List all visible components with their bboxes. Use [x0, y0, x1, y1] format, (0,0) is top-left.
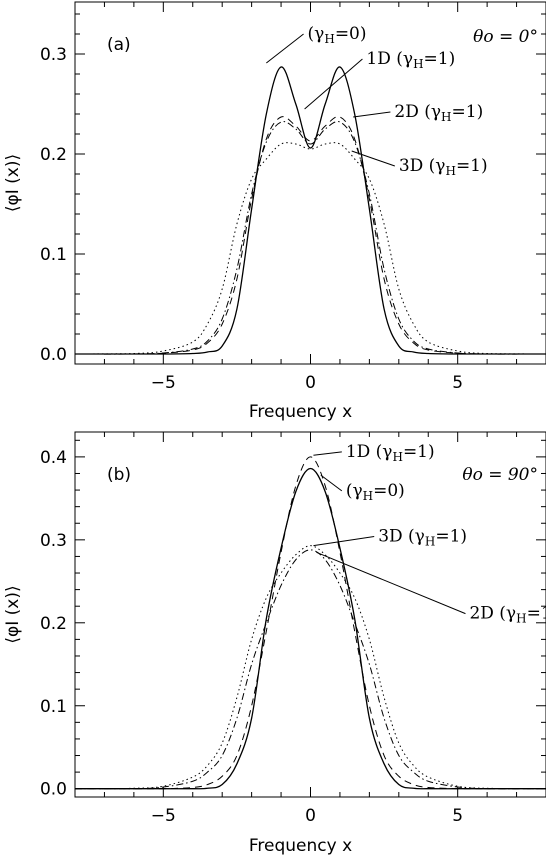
series-line-solid	[75, 467, 546, 790]
panel-a: −5 0 5 0.0 0.1 0.2 0.3 Frequency x ⟨φI (x)⟩ (a) θo…	[3, 1, 546, 422]
x-tick-label: −5	[151, 806, 176, 826]
y-tick-label: 0.2	[40, 614, 67, 634]
y-tick-label: 0.3	[40, 531, 67, 551]
annotation-label: (γH=0)	[308, 24, 367, 46]
annotation-leader-line	[320, 474, 343, 492]
annotation-leader-line	[316, 551, 466, 615]
x-tick-label: 5	[452, 806, 463, 826]
panel-label: (b)	[107, 465, 131, 485]
x-tick-label: 0	[305, 806, 316, 826]
angle-label: θo = 0°	[473, 27, 538, 47]
series-line-dashed	[74, 116, 546, 355]
y-tick-label: 0.0	[40, 345, 67, 365]
y-axis-label: ⟨φI (x)⟩	[3, 154, 23, 212]
annotation-leader-line	[313, 451, 342, 456]
series-line-dotted	[74, 142, 546, 355]
annotation-label: 3D (γH=1)	[378, 527, 467, 549]
x-axis-label: Frequency x	[249, 836, 352, 856]
angle-label: θo = 90°	[462, 465, 538, 485]
annotation-label: 2D (γH=1)	[469, 604, 546, 626]
y-axis-label: ⟨φI (x)⟩	[3, 585, 23, 643]
annotation-leader-line	[304, 58, 363, 110]
y-tick-label: 0.1	[40, 697, 67, 717]
annotation-leader-line	[351, 150, 395, 167]
series-line-solid	[74, 66, 546, 355]
x-tick-label: 0	[305, 373, 316, 393]
y-tick-label: 0.1	[40, 245, 67, 265]
series-line-dotted	[74, 545, 546, 790]
annotation-leader-line	[266, 33, 304, 64]
series-line-dashdot	[74, 121, 546, 355]
annotation-label: 2D (γH=1)	[394, 102, 483, 124]
series-line-dashdot	[74, 549, 546, 790]
annotation-label: 1D (γH=1)	[346, 442, 435, 464]
annotation-leader-line	[353, 111, 391, 118]
annotation-label: 3D (γH=1)	[399, 156, 488, 178]
y-tick-label: 0.4	[40, 448, 67, 468]
y-tick-label: 0.3	[40, 45, 67, 65]
annotation-leader-line	[313, 536, 375, 547]
x-axis-label: Frequency x	[249, 402, 352, 422]
x-tick-label: −5	[151, 373, 176, 393]
series-line-dashed	[75, 456, 546, 790]
annotation-label: (γH=0)	[346, 481, 405, 503]
y-tick-label: 0.0	[40, 780, 67, 800]
y-tick-label: 0.2	[40, 145, 67, 165]
panel-b: −5 0 5 0.0 0.1 0.2 0.3 0.4 Frequency x ⟨φI (x)⟩ (b…	[3, 431, 546, 856]
x-tick-label: 5	[452, 373, 463, 393]
panel-label: (a)	[107, 35, 131, 55]
plot-frame	[74, 1, 546, 365]
annotation-label: 1D (γH=1)	[366, 49, 455, 71]
